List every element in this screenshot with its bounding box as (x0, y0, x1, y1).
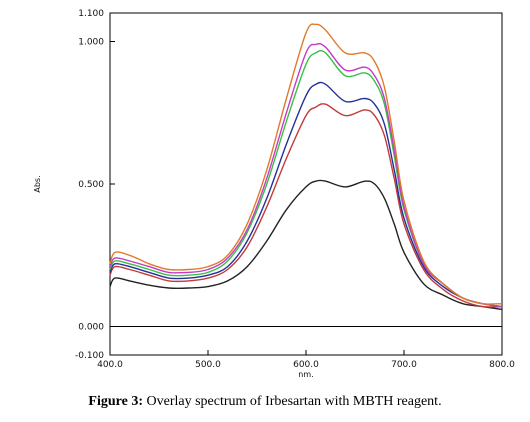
spectrum-series-3 (109, 81, 503, 308)
y-axis-ticks: 1.100 1.000 0.500 0.000 -0.100 (75, 9, 115, 361)
x-tick-label: 800.0 (489, 360, 515, 370)
x-axis-title: nm. (298, 370, 313, 379)
y-axis-title: Abs. (33, 175, 42, 192)
spectrum-series-2 (109, 103, 503, 308)
y-tick-label: 1.100 (78, 9, 104, 19)
x-axis-ticks: 400.0 500.0 600.0 700.0 800.0 (97, 350, 515, 370)
x-tick-label: 400.0 (97, 360, 123, 370)
spectrum-series-5 (109, 43, 503, 308)
figure-caption-text: Overlay spectrum of Irbesartan with MBTH… (143, 394, 442, 409)
spectrum-series-4 (109, 50, 503, 308)
series-group (109, 23, 503, 311)
spectrum-series-6 (109, 23, 503, 305)
spectrum-series-1 (109, 179, 503, 311)
y-tick-label: 0.500 (78, 180, 104, 190)
y-tick-label: -0.100 (75, 351, 104, 361)
figure-caption: Figure 3: Overlay spectrum of Irbesartan… (0, 394, 530, 410)
y-tick-label: 1.000 (78, 38, 104, 48)
figure-label: Figure 3: (88, 394, 143, 409)
spectrum-chart: 400.0 500.0 600.0 700.0 800.0 1.100 1.000 0.50… (33, 9, 515, 379)
y-tick-label: 0.000 (78, 323, 104, 333)
x-tick-label: 700.0 (391, 360, 417, 370)
x-tick-label: 600.0 (293, 360, 319, 370)
x-tick-label: 500.0 (195, 360, 221, 370)
